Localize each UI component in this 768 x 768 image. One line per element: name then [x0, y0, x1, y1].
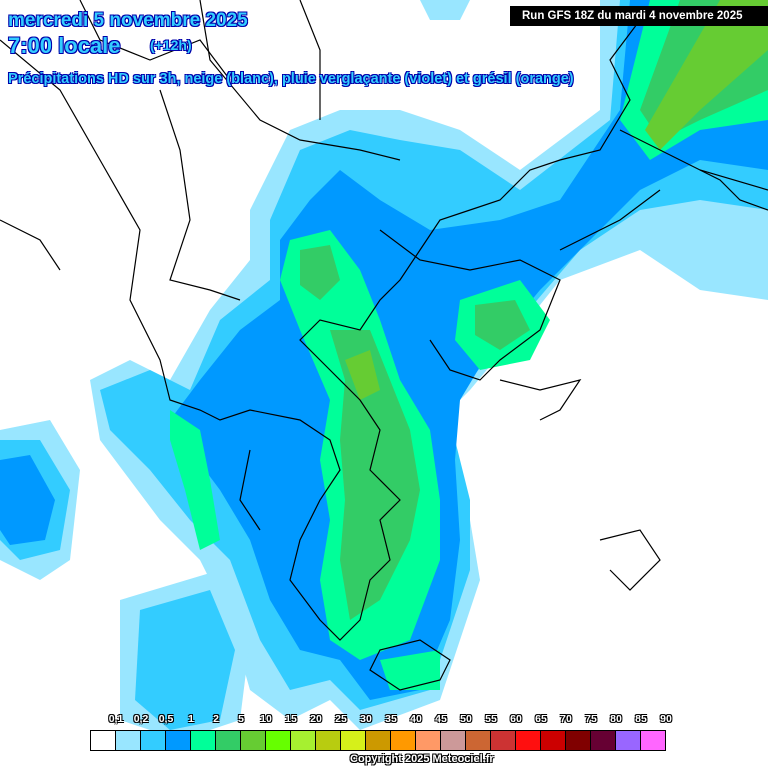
precipitation-lime	[345, 0, 768, 400]
legend-swatch	[266, 731, 291, 750]
legend-label: 0,2	[133, 713, 149, 725]
legend-label: 70	[560, 713, 572, 725]
legend-label: 25	[335, 713, 347, 725]
legend-swatch	[466, 731, 491, 750]
legend-swatch	[166, 731, 191, 750]
legend-label: 75	[585, 713, 597, 725]
legend-label: 35	[385, 713, 397, 725]
copyright: Copyright 2025 Meteociel.fr	[350, 753, 494, 765]
legend-swatch	[516, 731, 541, 750]
legend-label: 1	[188, 713, 194, 725]
legend-label: 85	[635, 713, 647, 725]
legend-label: 0,5	[158, 713, 174, 725]
legend-swatch	[541, 731, 566, 750]
legend-swatch	[491, 731, 516, 750]
legend-label: 10	[260, 713, 272, 725]
legend-swatch	[291, 731, 316, 750]
legend-swatch	[616, 731, 641, 750]
coastlines-borders	[0, 0, 768, 691]
legend-swatch	[141, 731, 166, 750]
legend-labels: 0,1 0,2 0,5 1 2 5 10 15 20 25 30 35 40 45 50 55 60 65 70 75…	[0, 713, 768, 727]
legend-swatch	[566, 731, 591, 750]
legend-label: 60	[510, 713, 522, 725]
legend-label: 40	[410, 713, 422, 725]
legend-label: 55	[485, 713, 497, 725]
legend-swatch	[366, 731, 391, 750]
forecast-date: mercredi 5 novembre 2025	[8, 10, 248, 31]
legend-swatch	[216, 731, 241, 750]
legend-label: 0,1	[108, 713, 124, 725]
forecast-time: 7:00 locale	[8, 33, 121, 58]
legend-label: 80	[610, 713, 622, 725]
legend-label: 20	[310, 713, 322, 725]
legend-swatch	[191, 731, 216, 750]
legend-swatch	[391, 731, 416, 750]
legend-swatch	[341, 731, 366, 750]
legend-swatch	[441, 731, 466, 750]
legend-swatch	[591, 731, 616, 750]
legend-label: 5	[238, 713, 244, 725]
precipitation-legend	[90, 730, 666, 751]
forecast-lead-time: (+12h)	[150, 37, 192, 53]
legend-label: 15	[285, 713, 297, 725]
legend-swatch	[416, 731, 441, 750]
legend-label: 30	[360, 713, 372, 725]
legend-label: 65	[535, 713, 547, 725]
legend-swatch	[641, 731, 665, 750]
legend-swatch	[316, 731, 341, 750]
legend-swatch	[91, 731, 116, 750]
legend-label: 90	[660, 713, 672, 725]
legend-label: 2	[213, 713, 219, 725]
legend-swatch	[241, 731, 266, 750]
model-run-label: Run GFS 18Z du mardi 4 novembre 2025	[510, 6, 768, 26]
map-description: Précipitations HD sur 3h, neige (blanc),…	[8, 71, 574, 87]
legend-label: 45	[435, 713, 447, 725]
legend-label: 50	[460, 713, 472, 725]
legend-swatch	[116, 731, 141, 750]
